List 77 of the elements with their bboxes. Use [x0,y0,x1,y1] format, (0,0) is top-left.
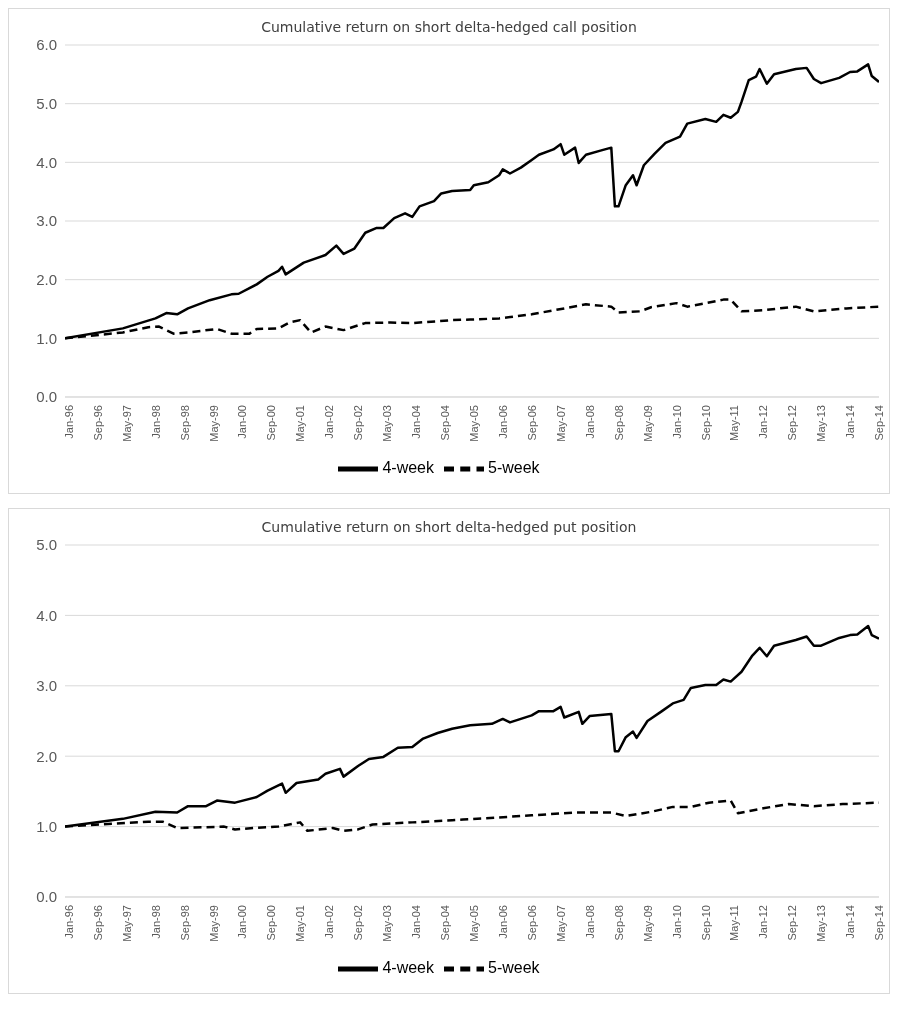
y-tick-label: 1.0 [36,817,57,835]
x-tick-label: May-97 [120,905,133,942]
x-tick-label: Jan-14 [844,905,857,939]
x-tick-label: Sep-06 [525,405,538,441]
x-tick-label: Sep-14 [873,905,886,941]
x-tick-label: Jan-00 [236,405,249,439]
x-tick-label: Jan-12 [757,905,770,939]
y-tick-label: 4.0 [36,606,57,624]
x-tick-label: Jan-98 [149,405,162,439]
y-tick-label: 2.0 [36,270,57,288]
legend-label: 4-week [382,459,434,477]
x-tick-label: May-05 [468,405,480,442]
x-tick-label: Jan-02 [323,405,336,439]
y-tick-label: 2.0 [36,747,57,765]
x-tick-label: May-13 [815,905,828,942]
x-tick-label: Sep-98 [178,405,191,441]
x-tick-label: May-03 [381,405,394,442]
y-tick-label: 0.0 [36,388,57,406]
x-tick-label: Sep-06 [525,905,538,941]
x-tick-label: Jan-10 [670,905,683,939]
x-tick-label: Sep-12 [786,405,799,441]
legend-label: 5-week [488,459,540,477]
chart-title: Cumulative return on short delta-hedged call position [260,18,638,35]
y-tick-label: 5.0 [36,94,57,112]
chart-title: Cumulative return on short delta-hedged put position [260,518,638,535]
x-tick-label: May-09 [641,905,654,942]
x-tick-label: Sep-02 [352,905,365,941]
x-tick-label: May-11 [728,905,741,941]
x-tick-label: Sep-12 [786,905,799,941]
x-tick-label: Sep-02 [352,405,365,441]
x-tick-label: Sep-04 [439,405,452,441]
x-tick-label: May-07 [554,405,567,442]
y-tick-label: 5.0 [36,536,57,554]
x-tick-label: May-05 [468,905,480,942]
x-tick-label: Jan-04 [410,905,423,939]
x-tick-label: May-99 [207,405,220,442]
x-tick-label: Sep-08 [612,405,625,441]
x-tick-label: Jan-96 [62,405,75,439]
y-tick-label: 1.0 [36,329,57,347]
x-tick-label: Jan-04 [410,405,423,439]
x-tick-label: Sep-96 [91,405,104,441]
x-tick-label: Jan-98 [149,905,162,939]
x-tick-label: Sep-10 [699,405,712,441]
y-tick-label: 6.0 [36,36,57,54]
x-tick-label: Jan-14 [844,405,857,439]
x-tick-label: Jan-06 [496,405,509,439]
y-tick-label: 3.0 [36,212,57,230]
y-tick-label: 0.0 [36,888,57,906]
x-tick-label: Sep-04 [439,905,452,941]
x-tick-label: May-01 [294,405,307,442]
x-tick-label: Jan-10 [670,405,683,439]
x-tick-label: Sep-10 [699,905,712,941]
x-tick-label: Sep-00 [265,905,278,941]
legend-label: 4-week [382,959,434,977]
x-tick-label: May-07 [554,905,567,942]
y-tick-label: 3.0 [36,677,57,695]
x-tick-label: Sep-08 [612,905,625,941]
x-tick-label: Sep-98 [178,905,191,941]
x-tick-label: Jan-00 [236,905,249,939]
x-tick-label: Sep-96 [91,905,104,941]
x-tick-label: Jan-08 [583,905,596,939]
x-tick-label: Sep-14 [873,405,886,441]
x-tick-label: May-97 [120,405,133,442]
x-tick-label: May-99 [207,905,220,942]
x-tick-label: Jan-02 [323,905,336,939]
x-tick-label: May-11 [728,405,741,441]
x-tick-label: Jan-08 [583,405,596,439]
x-tick-label: Jan-06 [496,905,509,939]
x-tick-label: Jan-12 [757,405,770,439]
y-tick-label: 4.0 [36,153,57,171]
x-tick-label: Sep-00 [265,405,278,441]
legend-label: 5-week [488,959,540,977]
x-tick-label: Jan-96 [62,905,75,939]
x-tick-label: May-01 [294,905,307,942]
x-tick-label: May-03 [381,905,394,942]
x-tick-label: May-13 [815,405,828,442]
x-tick-label: May-09 [641,405,654,442]
